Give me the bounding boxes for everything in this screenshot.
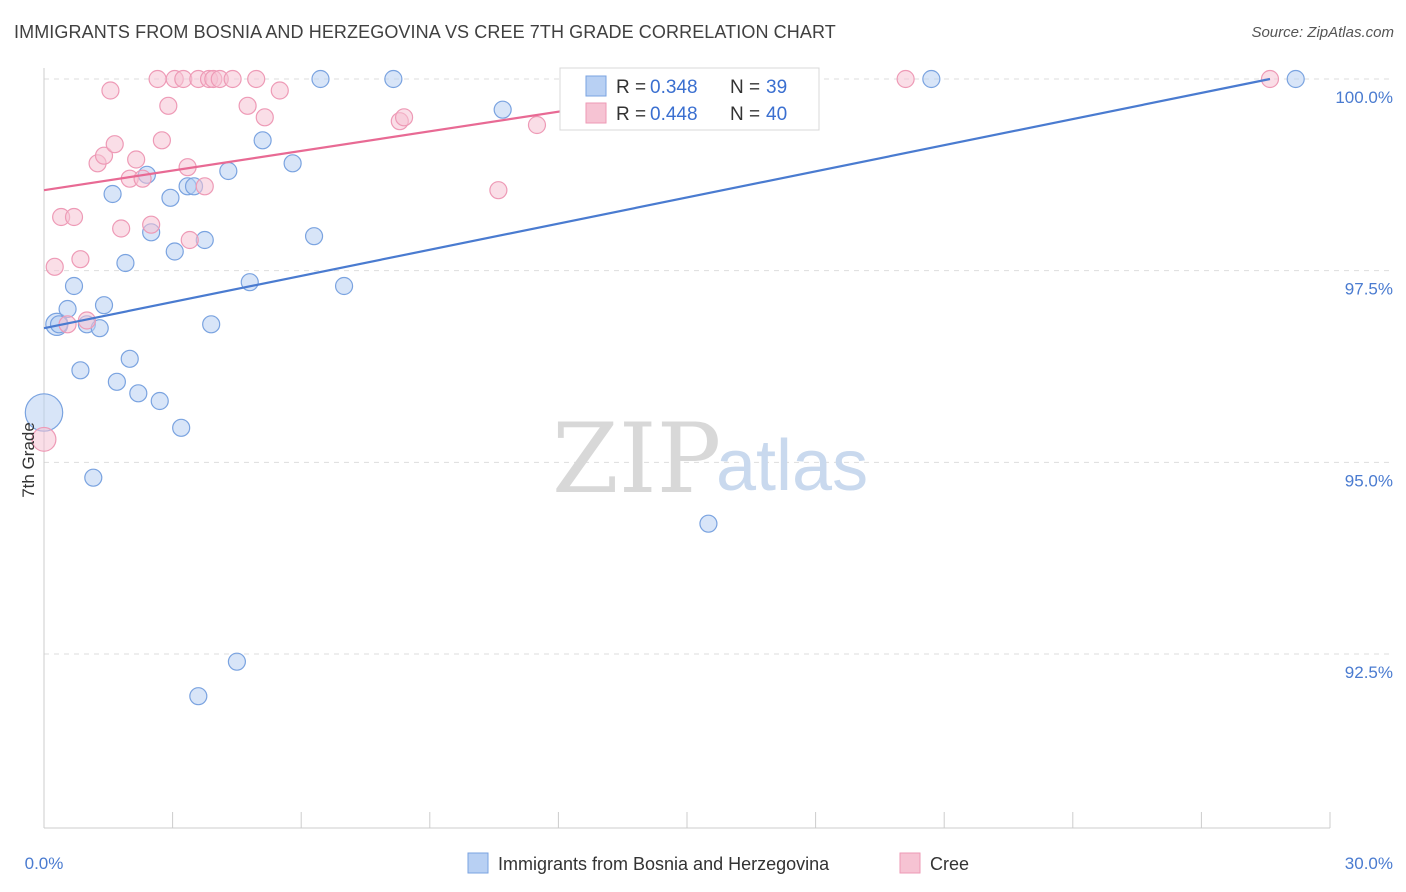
point-cree bbox=[255, 108, 274, 127]
point-bosnia bbox=[107, 372, 126, 391]
point-bosnia bbox=[304, 227, 324, 246]
point-bosnia bbox=[172, 418, 191, 437]
point-bosnia bbox=[334, 276, 354, 296]
legend-swatch-pink bbox=[585, 102, 607, 124]
point-cree bbox=[101, 81, 120, 100]
y-tick-label: 95.0% bbox=[1345, 471, 1393, 490]
point-cree bbox=[159, 96, 178, 115]
series-legend-label-1: Immigrants from Bosnia and Herzegovina bbox=[498, 854, 830, 874]
point-bosnia bbox=[84, 468, 103, 487]
source-credit: Source: ZipAtlas.com bbox=[1251, 24, 1394, 41]
point-bosnia bbox=[116, 253, 135, 273]
watermark-zip: ZIP bbox=[552, 403, 721, 515]
point-cree bbox=[247, 69, 266, 89]
data-points bbox=[24, 69, 1305, 706]
y-tick-label: 97.5% bbox=[1345, 280, 1393, 299]
point-cree bbox=[94, 146, 114, 165]
point-cree bbox=[238, 96, 257, 115]
y-tick-label: 92.5% bbox=[1345, 663, 1393, 682]
point-bosnia bbox=[699, 514, 718, 533]
point-bosnia bbox=[922, 69, 941, 89]
legend-n-value-2: 40 bbox=[766, 104, 787, 125]
point-cree bbox=[223, 69, 242, 89]
point-cree bbox=[133, 169, 152, 188]
series-legend-swatch-blue bbox=[467, 852, 489, 874]
point-cree bbox=[45, 257, 64, 276]
series-legend: Immigrants from Bosnia and Herzegovina C… bbox=[467, 852, 969, 874]
point-bosnia bbox=[202, 315, 221, 334]
point-bosnia bbox=[71, 361, 90, 380]
point-bosnia bbox=[58, 299, 77, 319]
point-bosnia bbox=[227, 652, 246, 671]
legend-n-label-2: N = bbox=[730, 104, 760, 125]
axes: 92.5% 95.0% 97.5% 100.0% 0.0% 30.0% bbox=[25, 68, 1393, 873]
series-legend-label-2: Cree bbox=[930, 854, 969, 874]
legend-swatch-blue bbox=[585, 75, 607, 97]
point-cree bbox=[112, 219, 131, 238]
series-legend-swatch-pink bbox=[899, 852, 921, 874]
point-bosnia bbox=[120, 349, 139, 368]
point-bosnia bbox=[165, 242, 184, 261]
x-tick-label-max: 30.0% bbox=[1345, 854, 1393, 873]
point-cree bbox=[71, 250, 90, 269]
point-bosnia bbox=[64, 276, 84, 296]
point-cree bbox=[489, 181, 508, 200]
gridlines bbox=[44, 78, 1392, 655]
point-bosnia bbox=[94, 296, 114, 315]
point-cree bbox=[148, 69, 167, 89]
point-bosnia bbox=[384, 69, 403, 89]
point-bosnia bbox=[219, 161, 238, 181]
point-cree bbox=[527, 115, 547, 135]
point-cree bbox=[896, 69, 915, 89]
legend-r-value-1: 0.348 bbox=[650, 77, 698, 98]
y-tick-label: 100.0% bbox=[1335, 88, 1393, 107]
point-bosnia bbox=[1286, 69, 1305, 89]
point-cree bbox=[127, 150, 146, 169]
legend-r-value-2: 0.448 bbox=[650, 104, 698, 125]
point-bosnia bbox=[189, 687, 208, 706]
point-bosnia bbox=[129, 384, 148, 403]
point-bosnia bbox=[161, 188, 180, 207]
point-cree bbox=[142, 215, 161, 234]
point-cree bbox=[105, 135, 124, 154]
point-bosnia bbox=[150, 391, 169, 411]
chart-title: IMMIGRANTS FROM BOSNIA AND HERZEGOVINA V… bbox=[14, 22, 836, 42]
point-cree bbox=[394, 108, 414, 127]
legend-r-label-1: R = bbox=[616, 77, 646, 98]
watermark: ZIP atlas bbox=[552, 403, 868, 515]
legend-n-label-1: N = bbox=[730, 77, 760, 98]
x-tick-label-min: 0.0% bbox=[25, 854, 64, 873]
point-cree bbox=[195, 177, 214, 196]
point-cree bbox=[180, 230, 199, 250]
point-cree bbox=[31, 426, 57, 452]
point-cree bbox=[64, 207, 84, 227]
stats-legend: R = 0.348 N = 39 R = 0.448 N = 40 bbox=[559, 67, 820, 131]
point-bosnia bbox=[493, 100, 512, 119]
point-cree bbox=[270, 81, 289, 100]
point-bosnia bbox=[311, 69, 330, 89]
legend-n-value-1: 39 bbox=[766, 77, 787, 98]
point-bosnia bbox=[103, 184, 122, 204]
point-bosnia bbox=[253, 131, 272, 150]
legend-r-label-2: R = bbox=[616, 104, 646, 125]
point-bosnia bbox=[283, 154, 302, 173]
trend-line-bosnia bbox=[43, 77, 1271, 330]
watermark-atlas: atlas bbox=[716, 426, 868, 506]
y-axis-label: 7th Grade bbox=[19, 422, 38, 498]
point-cree bbox=[152, 131, 171, 150]
